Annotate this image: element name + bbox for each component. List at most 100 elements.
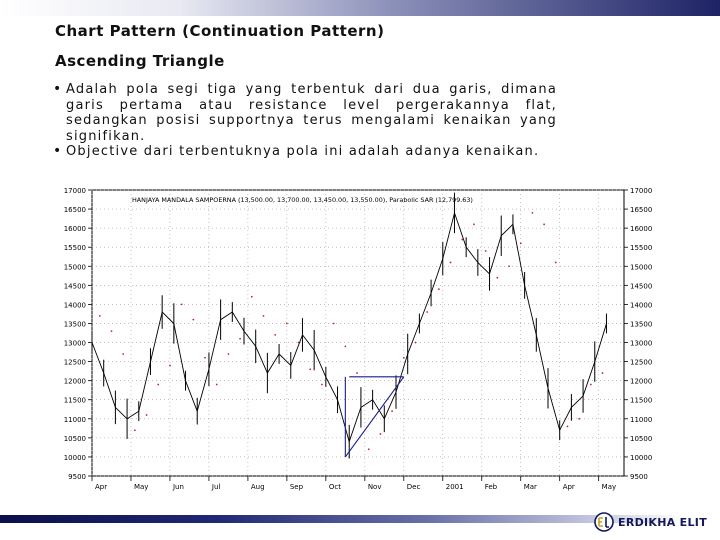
y-tick-label-right: 9500 [630,473,648,481]
sar-point [285,322,288,325]
sar-point [484,250,487,252]
y-tick-label-left: 13000 [64,340,86,348]
footer-band [0,515,720,523]
sar-point [332,322,335,325]
y-tick-label-right: 14000 [630,301,652,309]
sar-point [204,356,206,359]
y-tick-label-right: 16500 [630,206,652,214]
sar-point [180,303,183,306]
sar-point [356,372,358,374]
sar-point [414,341,417,344]
sar-point [601,372,604,374]
y-tick-label-left: 10500 [64,435,86,443]
bullet-text: Objective dari terbentuknya pola ini ada… [66,144,540,160]
y-tick-label-right: 15000 [630,263,652,271]
slide-title: Chart Pattern (Continuation Pattern) [55,22,385,40]
price-chart-svg: 9500 9500 10000 10000 10500 10500 11000 11000 11… [52,186,662,494]
x-tick-label: Sep [290,483,304,491]
y-tick-label-left: 16500 [64,206,86,214]
triangle-support-line [344,376,405,458]
sar-point [192,318,195,321]
sar-point [250,295,253,298]
sar-point [262,314,265,317]
x-tick-label: Apr [95,483,107,491]
sar-point [437,288,440,291]
y-tick-label-left: 13500 [64,320,86,328]
y-tick-label-left: 17000 [64,187,86,195]
sar-point [426,311,429,313]
sar-point [496,276,499,279]
sar-point [589,383,592,386]
sar-point [449,261,452,264]
x-tick-label: Oct [329,483,341,491]
bullet-icon: • [53,81,63,97]
sar-point [461,238,464,241]
y-tick-label-left: 16000 [64,225,86,233]
sar-point [531,211,534,214]
sar-point [391,410,394,413]
sar-point [402,356,405,359]
sar-point [367,448,370,451]
sar-point [554,261,557,264]
sar-point [566,425,569,428]
x-tick-label: Jun [172,483,184,491]
x-tick-label: May [134,483,148,491]
brand-emblem-icon [594,512,614,532]
slide-subtitle: Ascending Triangle [55,52,225,70]
x-tick-label: May [602,483,616,491]
sar-point [145,414,148,416]
y-tick-label-left: 12500 [64,359,86,367]
sar-point [578,417,581,420]
sar-point [239,337,242,340]
sar-point [309,368,312,371]
y-tick-label-left: 15000 [64,263,86,271]
plot-frame [91,189,625,477]
sar-point [274,334,277,336]
y-tick-label-right: 12000 [630,378,652,386]
x-tick-label: Mar [524,483,537,491]
sar-point [508,265,510,268]
bullet-item: • Objective dari terbentuknya pola ini a… [52,144,557,160]
y-tick-label-left: 14000 [64,301,86,309]
y-tick-label-left: 10000 [64,454,86,462]
y-tick-label-left: 11500 [64,397,86,405]
y-tick-label-right: 11500 [630,397,652,405]
sar-point [122,353,125,355]
sar-point [473,223,475,226]
price-series-line [91,211,607,444]
y-tick-label-right: 10500 [630,435,652,443]
sar-point [215,383,218,386]
y-tick-label-right: 17000 [630,187,652,195]
y-tick-label-right: 13500 [630,320,652,328]
y-tick-label-left: 12000 [64,378,86,386]
sar-point [98,314,101,317]
y-tick-label-right: 12500 [630,359,652,367]
sar-point [227,353,230,355]
header-band [0,0,720,16]
x-tick-label: 2001 [446,483,464,491]
brand-logo: ERDIKHA ELIT [594,512,707,532]
sar-point [543,223,546,226]
sar-point [157,383,160,386]
chart-title: HANJAYA MANDALA SAMPOERNA (13,500.00, 13… [132,196,473,204]
sar-point [519,242,522,245]
x-tick-label: Feb [485,483,498,491]
sar-point [344,345,347,348]
y-tick-label-right: 14500 [630,282,652,290]
sar-point [297,341,300,344]
x-tick-label: Jul [211,483,221,491]
bullet-list: • Adalah pola segi tiga yang terbentuk d… [52,81,557,160]
y-tick-label-right: 10000 [630,454,652,462]
sar-point [321,383,323,386]
y-tick-label-left: 9500 [68,473,86,481]
x-tick-label: Dec [407,483,421,491]
y-tick-label-right: 11000 [630,416,652,424]
bullet-icon: • [53,143,63,160]
sar-point [169,364,171,367]
y-tick-label-left: 11000 [64,416,86,424]
y-tick-label-right: 15500 [630,244,652,252]
bullet-text: Adalah pola segi tiga yang terbentuk dar… [66,82,557,144]
bullet-item: • Adalah pola segi tiga yang terbentuk d… [52,81,557,144]
y-tick-label-left: 15500 [64,244,86,252]
sar-point [110,330,113,332]
